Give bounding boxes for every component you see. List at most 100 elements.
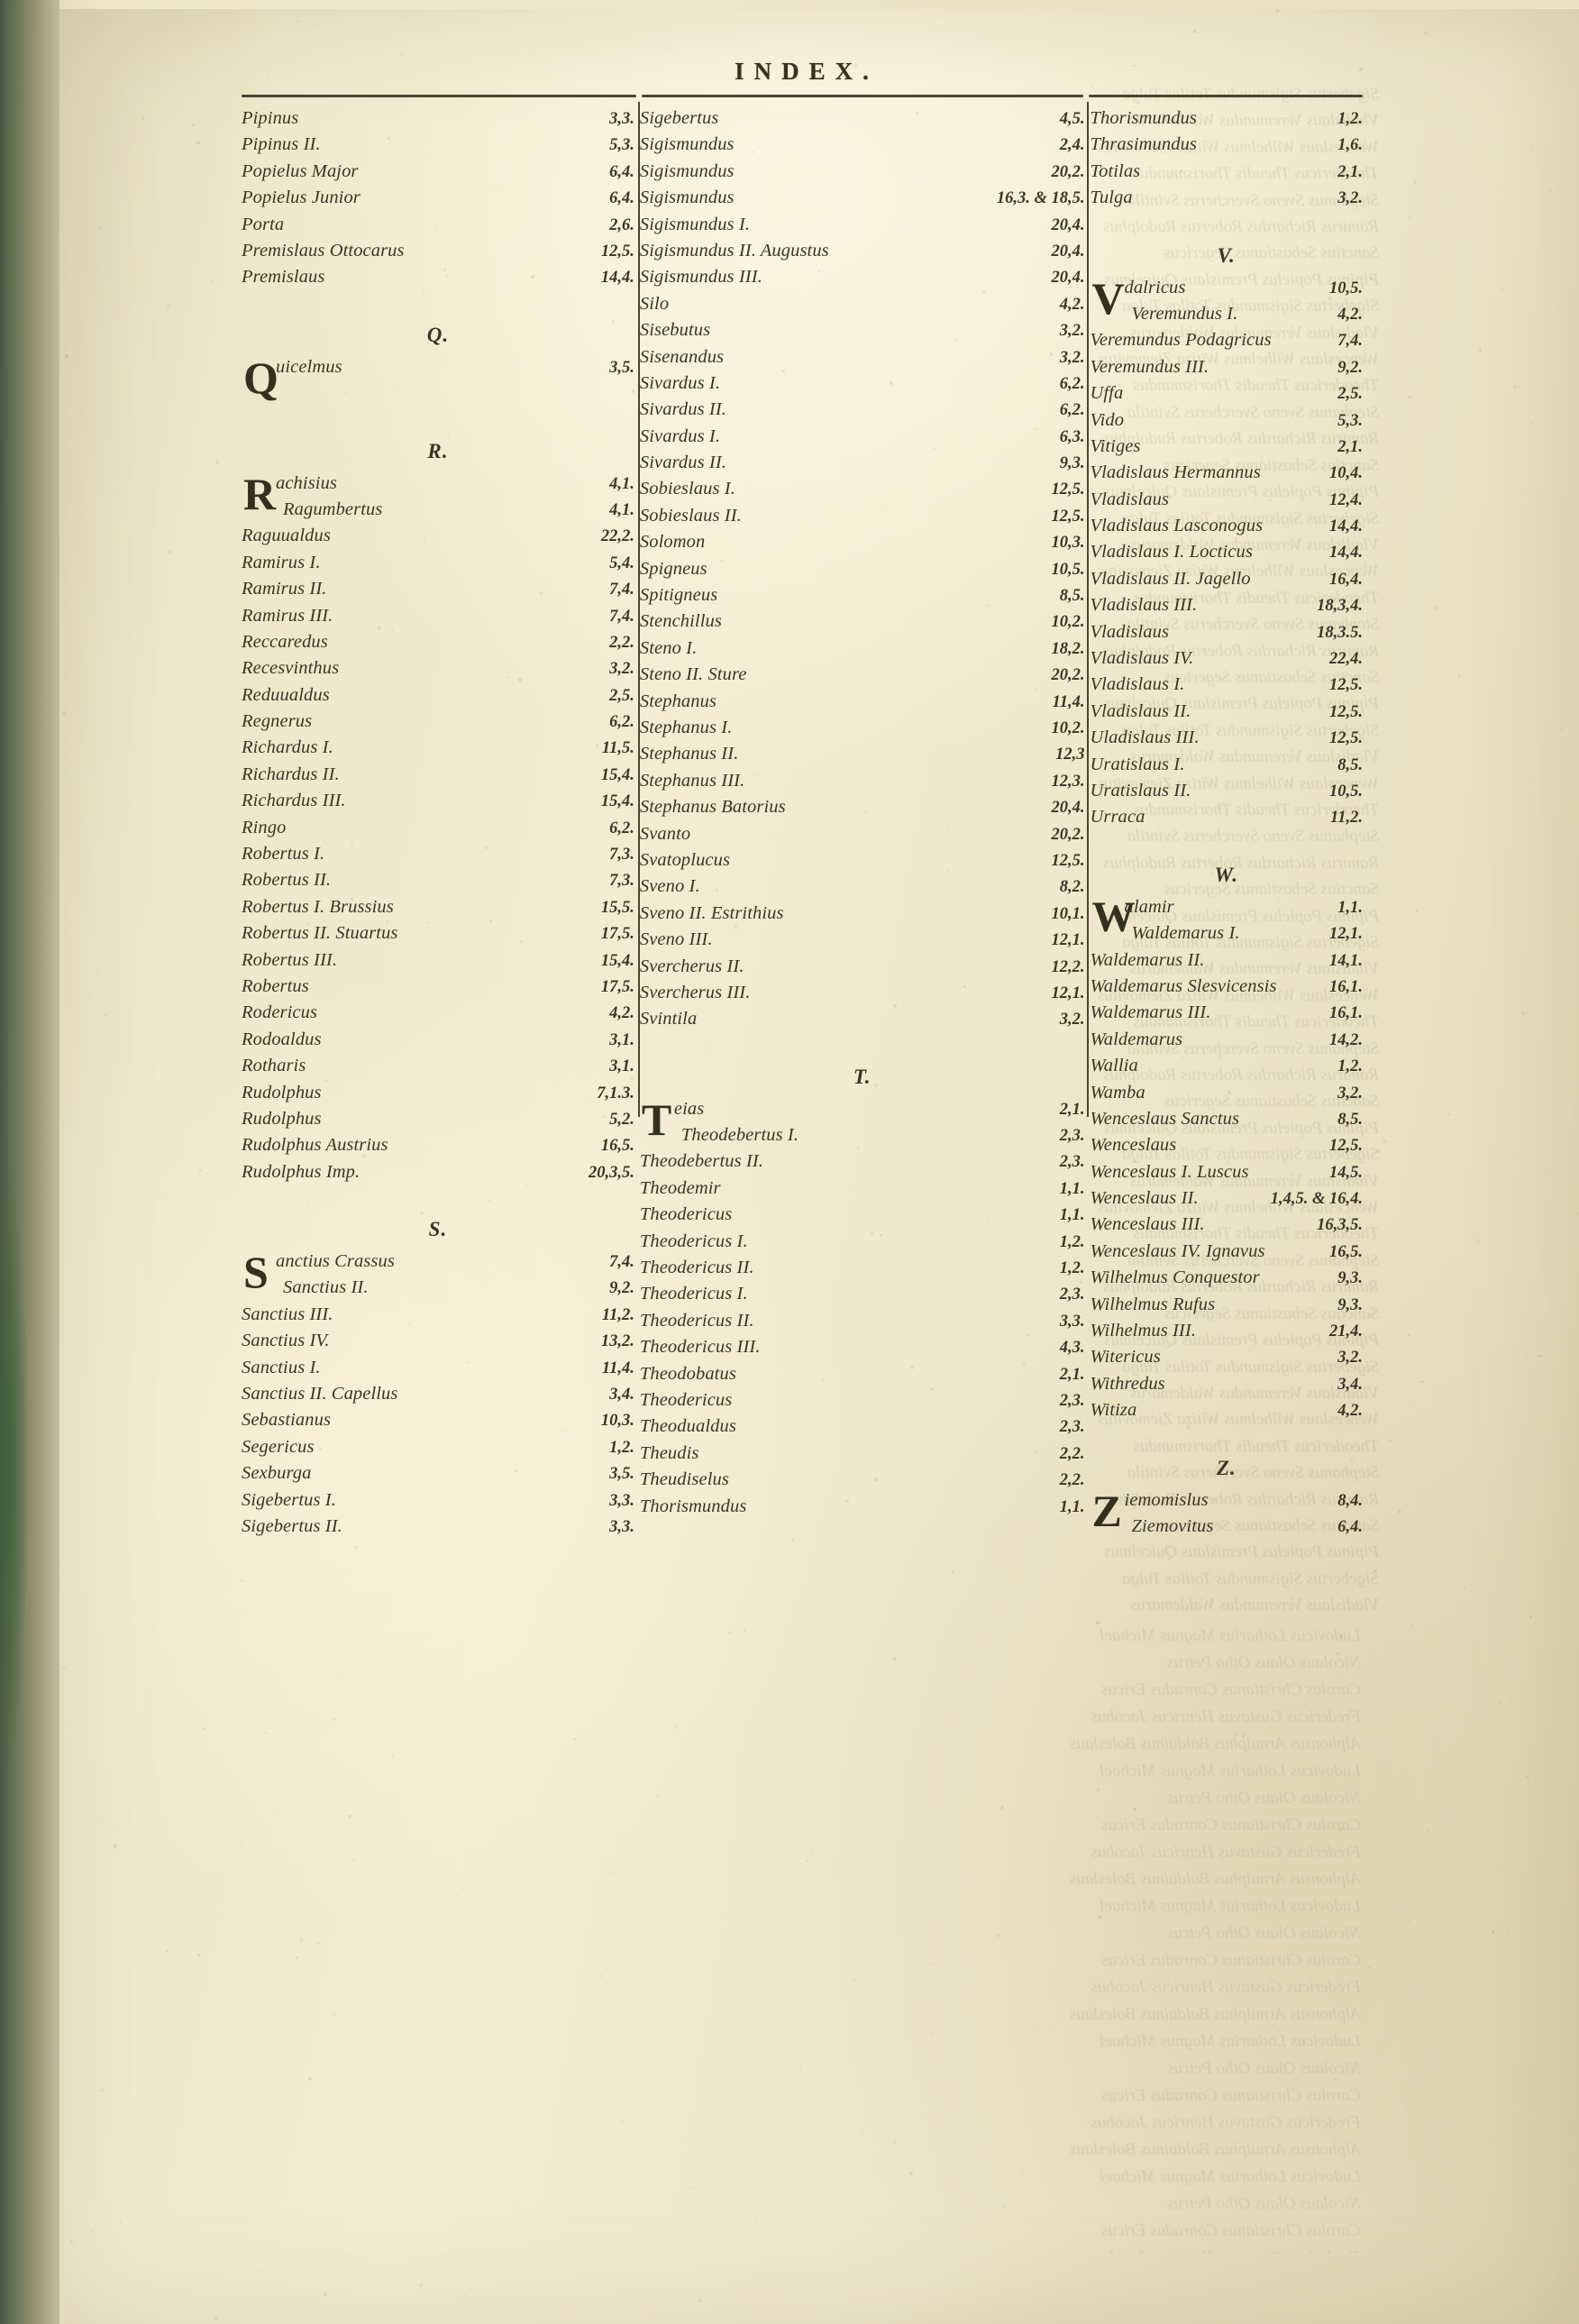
entry-page-reference: 6,2. [1059,401,1085,420]
index-entry: Sivardus I. 6,3. [640,424,1085,450]
paper-speck [299,1938,304,1943]
paper-speck [286,1533,290,1536]
section-letter-heading: S. [428,1218,448,1241]
paper-speck [945,869,950,874]
entry-name: Wenceslaus III. [1090,1214,1205,1235]
index-entry: Ringo 6,2. [242,815,634,841]
entry-name: Sveno II. Estrithius [639,902,784,923]
entry-name: Sivardus I. [639,425,721,446]
paper-speck [1525,1981,1528,1983]
paper-speck [89,995,92,999]
paper-speck [1097,1789,1100,1791]
page-title: INDEX. [735,58,879,85]
section-letter-heading: Z. [1216,1456,1237,1479]
paper-speck [1457,673,1461,677]
entry-name: Stephanus [639,691,717,711]
paper-speck [1408,1334,1411,1338]
entry-page-reference: 1,2. [609,1438,634,1457]
paper-speck [260,526,262,528]
index-entry: Sanctius II. Capellus 3,4. [242,1381,634,1407]
paper-speck [1221,203,1225,206]
paper-speck [915,111,918,115]
entry-name: Robertus II. Stuartus [242,923,398,944]
entry-page-reference: 2,3. [1059,1153,1085,1172]
entry-name: Waldemarus [1090,1029,1183,1049]
paper-speck [870,1231,873,1236]
entry-name: Theodericus I. [639,1284,748,1304]
entry-name: Regnerus [242,711,313,732]
entry-name: Theodemir [639,1177,721,1198]
paper-speck [1529,144,1532,147]
paper-speck [1539,1354,1543,1358]
index-entry: Rudolphus Imp. 20,3,5. [242,1159,634,1185]
paper-speck [62,711,66,716]
entry-name: Theodobatus [639,1363,736,1384]
paper-speck [1241,1734,1246,1738]
paper-speck [1234,1734,1237,1737]
paper-speck [602,1115,605,1119]
entry-page-reference: 8,2. [1059,878,1085,897]
paper-speck [853,63,857,67]
paper-speck [1032,2030,1036,2033]
entry-name: Sexburga [242,1463,312,1484]
index-entry: Vladislaus 12,4. [1090,487,1363,513]
index-entry: Thrasimundus 1,6. [1090,132,1363,158]
index-entry: Stephanus Batorius 20,4. [640,794,1085,820]
paper-speck [1235,1732,1238,1735]
entry-page-reference: 3,3. [1059,1312,1085,1331]
paper-speck [1022,2167,1026,2170]
paper-speck [1342,2303,1343,2304]
entry-name: Sigismundus [639,160,735,181]
paper-speck [1529,1615,1532,1618]
paper-speck [492,2020,494,2022]
paper-speck [1368,1966,1371,1969]
entry-page-reference: 3,4. [609,1386,634,1404]
paper-speck [104,1013,107,1017]
index-entry: Theodericus III. 4,3. [640,1334,1085,1360]
paper-speck [318,1447,322,1450]
entry-page-reference: 6,4. [609,189,634,208]
paper-speck [385,920,388,923]
paper-speck [1136,100,1140,105]
paper-speck [781,369,785,372]
paper-speck [1347,1370,1350,1373]
index-page-block: INDEX. Pipinus 3,3. Pipinus II. 5,3. Popielu… [242,58,1363,1536]
paper-speck [324,527,327,530]
entry-page-reference: 7,4. [609,1253,634,1272]
paper-speck [1216,1609,1218,1611]
paper-speck [631,389,635,393]
entry-name: eias [673,1098,705,1119]
entry-page-reference: 3,4. [1337,1375,1363,1394]
green-stain [0,1064,40,1875]
paper-speck [1336,1652,1339,1656]
paper-speck [186,1535,187,1538]
entry-page-reference: 22,4. [1329,650,1363,669]
paper-speck [230,1610,232,1612]
paper-speck [1577,1949,1579,1951]
paper-speck [644,1376,649,1380]
index-entry: Robertus II. Stuartus 17,5. [242,920,634,947]
entry-name: Svercherus III. [639,982,751,1002]
entry-page-reference: 21,4. [1329,1322,1363,1341]
paper-speck [1147,341,1150,344]
paper-speck [725,1209,727,1212]
index-entry: Ramirus II. 7,4. [242,576,634,602]
paper-speck [351,840,354,844]
paper-speck [324,1079,328,1084]
entry-page-reference: 14,2. [1329,1030,1363,1049]
entry-name: Sveno III. [639,929,713,950]
paper-speck [698,2298,703,2302]
entry-page-reference: 8,5. [1337,755,1363,774]
index-entry: Sigismundus III. 20,4. [640,264,1085,290]
column-divider-2 [1087,102,1089,1117]
entry-page-reference: 1,1. [1059,1206,1085,1225]
paper-speck [1478,348,1482,352]
entry-page-reference: 18,3,4. [1317,597,1363,616]
index-entry: Ramirus I. 5,4. [242,550,634,576]
paper-speck [1447,1113,1450,1116]
paper-speck [1214,528,1218,532]
index-entry: Wenceslaus I. Luscus 14,5. [1090,1159,1363,1185]
paper-speck [282,1011,286,1014]
paper-speck [1292,1586,1296,1589]
